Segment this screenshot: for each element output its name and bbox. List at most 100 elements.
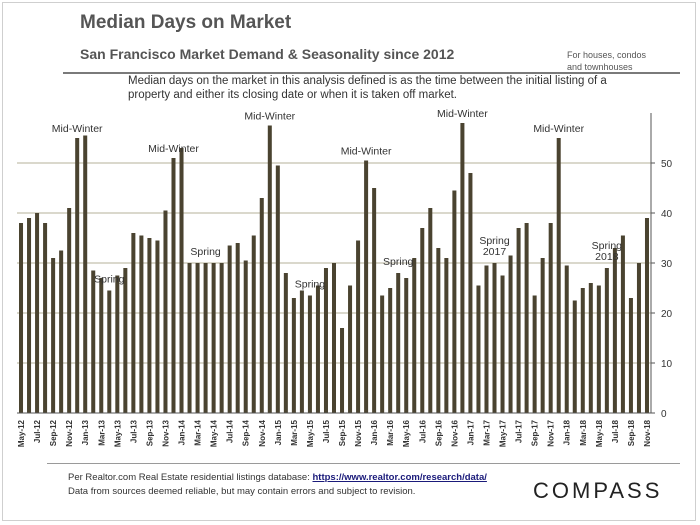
bar — [75, 138, 80, 413]
bar — [636, 263, 641, 413]
bar — [131, 233, 136, 413]
x-tick-label: Jan-18 — [563, 419, 572, 445]
x-tick-label: Jul-16 — [418, 419, 427, 443]
bar — [123, 268, 128, 413]
bar — [235, 243, 240, 413]
x-tick-label: May-15 — [306, 419, 315, 447]
y-axis: 0 10 20 30 40 50 — [650, 113, 673, 420]
bar — [171, 158, 176, 413]
bar — [444, 258, 449, 413]
y-tick-label: 50 — [661, 159, 673, 170]
bar — [307, 295, 312, 413]
bar — [396, 273, 401, 413]
bar — [596, 285, 601, 413]
season-label: Spring — [383, 256, 414, 268]
bar — [43, 223, 48, 413]
bar — [348, 285, 353, 413]
x-tick-label: Nov-17 — [547, 419, 556, 446]
x-tick-label: Nov-13 — [161, 419, 170, 446]
bar — [187, 263, 192, 413]
bar — [620, 235, 625, 413]
bar — [83, 135, 88, 413]
x-tick-label: Nov-16 — [450, 419, 459, 446]
bar — [564, 265, 569, 413]
x-tick-label: May-17 — [499, 419, 508, 447]
source-line: Per Realtor.com Real Estate residential … — [68, 471, 487, 485]
bar — [436, 248, 441, 413]
scope-note: For houses, condos and townhouses — [567, 49, 646, 73]
bar — [59, 250, 64, 413]
season-label: Spring — [94, 274, 125, 286]
bar — [404, 278, 409, 413]
bar — [163, 210, 168, 413]
season-label: Mid-Winter — [437, 108, 488, 120]
bar — [476, 285, 481, 413]
bar — [484, 265, 489, 413]
x-axis: May-12 Jul-12 Sep-12 Nov-12 Jan-13 Mar-13 May-… — [17, 412, 652, 447]
bar — [460, 123, 465, 413]
bar — [420, 228, 425, 413]
season-label: Mid-Winter — [533, 123, 584, 135]
x-tick-label: Jul-17 — [515, 419, 524, 443]
bar — [556, 138, 561, 413]
bar — [139, 235, 144, 413]
bar — [356, 240, 361, 413]
x-tick-label: Jan-16 — [370, 419, 379, 445]
bar — [155, 240, 160, 413]
bar — [243, 260, 248, 413]
x-tick-label: May-18 — [595, 419, 604, 447]
bar — [540, 258, 545, 413]
bar — [179, 148, 184, 413]
x-tick-label: May-12 — [17, 419, 26, 447]
x-tick-label: Mar-15 — [290, 419, 299, 445]
bar — [516, 228, 521, 413]
chart-title: Median Days on Market — [80, 12, 292, 33]
bar — [291, 298, 296, 413]
scope-note-line2: and townhouses — [567, 62, 633, 72]
x-tick-label: Jul-18 — [611, 419, 620, 443]
bar — [588, 283, 593, 413]
footer-divider — [47, 463, 680, 464]
bar — [644, 218, 649, 413]
x-tick-label: Sep-12 — [49, 419, 58, 446]
chart-subtitle: San Francisco Market Demand & Seasonalit… — [80, 46, 455, 62]
bar — [115, 275, 120, 413]
x-tick-label: Mar-17 — [482, 419, 491, 445]
x-tick-label: Nov-14 — [258, 419, 267, 446]
bar — [428, 208, 433, 413]
x-tick-label: May-13 — [113, 419, 122, 447]
bar — [219, 263, 224, 413]
bar — [259, 198, 264, 413]
compass-logo: COMPASS — [533, 478, 663, 503]
x-tick-label: Nov-12 — [65, 419, 74, 446]
x-tick-label: Jul-13 — [129, 419, 138, 443]
x-tick-label: Sep-13 — [145, 419, 154, 446]
header-divider — [63, 72, 680, 74]
bar — [572, 300, 577, 413]
bar — [628, 298, 633, 413]
source-block: Per Realtor.com Real Estate residential … — [68, 471, 487, 499]
chart-description: Median days on the market in this analys… — [128, 75, 607, 101]
y-tick-label: 0 — [661, 409, 667, 420]
x-tick-label: Sep-14 — [242, 419, 251, 446]
source-link[interactable]: https://www.realtor.com/research/data/ — [312, 472, 487, 483]
bar — [380, 295, 385, 413]
x-tick-label: Sep-15 — [338, 419, 347, 446]
bar — [203, 263, 208, 413]
y-tick-label: 30 — [661, 259, 673, 270]
season-label: Spring — [479, 235, 510, 247]
season-label: Mid-Winter — [52, 123, 103, 135]
x-tick-label: Jul-14 — [226, 419, 235, 443]
x-tick-label: Mar-14 — [194, 419, 203, 445]
bar — [372, 188, 377, 413]
x-tick-label: May-16 — [402, 419, 411, 447]
season-label: Mid-Winter — [341, 146, 392, 158]
bar — [107, 290, 112, 413]
x-tick-label: Nov-15 — [354, 419, 363, 446]
bar — [251, 235, 256, 413]
bar — [267, 125, 272, 413]
bar — [388, 288, 393, 413]
season-label: Mid-Winter — [244, 111, 295, 123]
x-tick-label: Jan-17 — [466, 419, 475, 445]
